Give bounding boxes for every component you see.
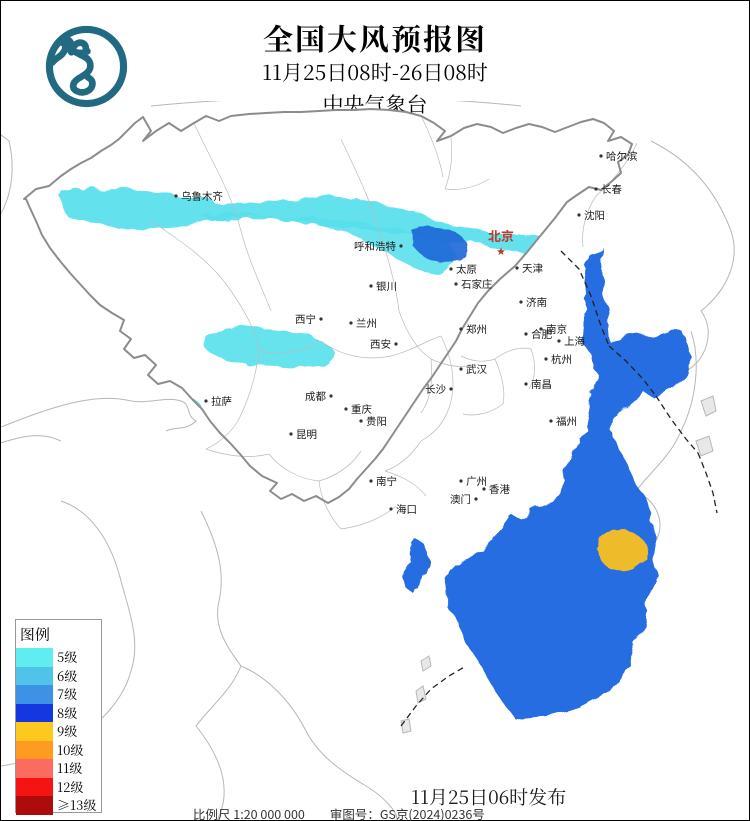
svg-text:北京: 北京 bbox=[488, 226, 514, 245]
svg-text:兰州: 兰州 bbox=[356, 316, 377, 331]
svg-text:济南: 济南 bbox=[526, 295, 547, 310]
svg-text:澳门: 澳门 bbox=[450, 492, 471, 507]
svg-text:乌鲁木齐: 乌鲁木齐 bbox=[181, 189, 223, 204]
svg-text:长沙: 长沙 bbox=[425, 382, 446, 397]
svg-text:广州: 广州 bbox=[466, 474, 487, 489]
svg-text:武汉: 武汉 bbox=[466, 362, 487, 377]
svg-text:香港: 香港 bbox=[489, 482, 510, 497]
svg-text:贵阳: 贵阳 bbox=[366, 414, 387, 429]
svg-text:杭州: 杭州 bbox=[551, 352, 572, 367]
svg-text:哈尔滨: 哈尔滨 bbox=[606, 149, 638, 164]
svg-text:长春: 长春 bbox=[601, 182, 622, 197]
svg-text:福州: 福州 bbox=[556, 414, 577, 429]
svg-text:成都: 成都 bbox=[305, 389, 326, 404]
svg-text:南昌: 南昌 bbox=[531, 377, 552, 392]
svg-text:上海: 上海 bbox=[564, 334, 585, 349]
svg-text:拉萨: 拉萨 bbox=[211, 394, 232, 409]
svg-text:石家庄: 石家庄 bbox=[461, 277, 493, 292]
svg-text:银川: 银川 bbox=[376, 279, 397, 294]
svg-text:海口: 海口 bbox=[396, 502, 417, 517]
svg-text:郑州: 郑州 bbox=[466, 322, 487, 337]
svg-text:天津: 天津 bbox=[522, 261, 543, 276]
svg-text:太原: 太原 bbox=[456, 262, 477, 277]
svg-text:南宁: 南宁 bbox=[376, 474, 397, 489]
svg-text:沈阳: 沈阳 bbox=[584, 208, 605, 223]
svg-text:呼和浩特: 呼和浩特 bbox=[354, 239, 396, 254]
svg-text:西安: 西安 bbox=[370, 337, 391, 352]
svg-text:昆明: 昆明 bbox=[296, 427, 317, 442]
svg-text:西宁: 西宁 bbox=[295, 312, 316, 327]
